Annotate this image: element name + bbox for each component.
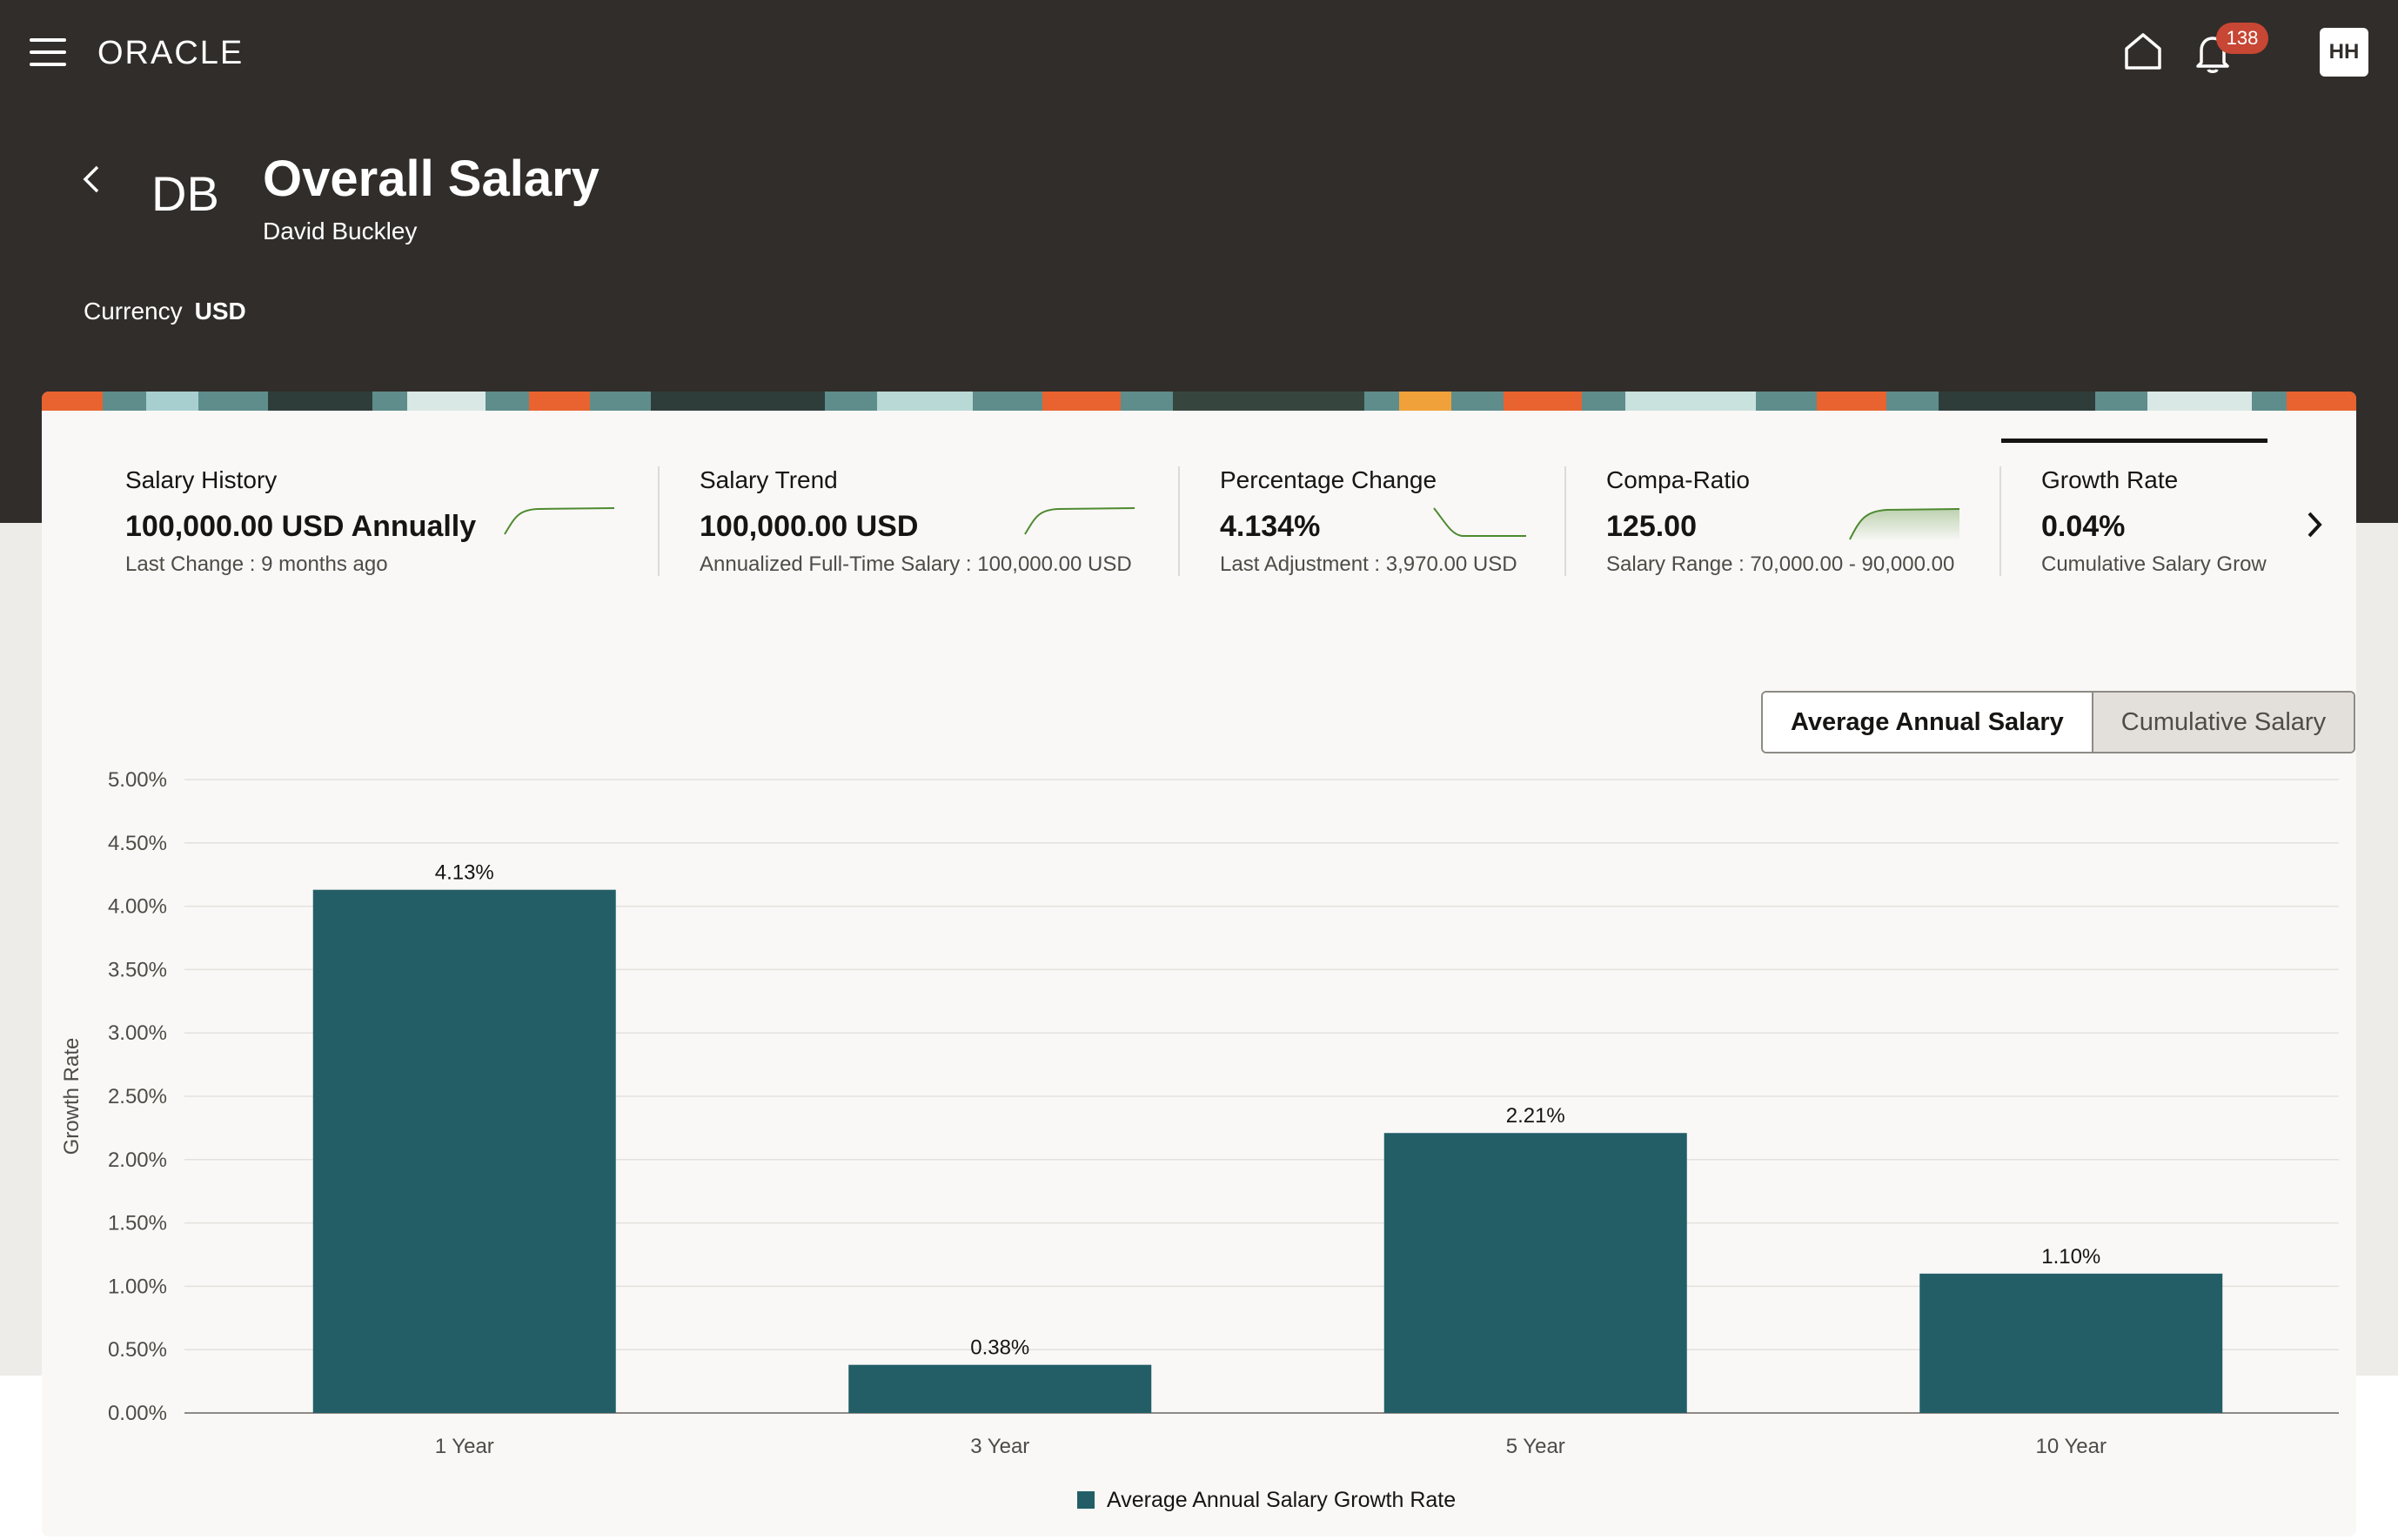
salary-card: Salary History 100,000.00 USD Annually L…: [42, 392, 2356, 1537]
back-icon[interactable]: [77, 162, 108, 197]
currency-value: USD: [194, 298, 246, 325]
sparkline-compa-ratio: [1849, 508, 1960, 541]
metric-subtext: Annualized Full-Time Salary : 100,000.00…: [700, 552, 1132, 576]
y-tick-label: 3.00%: [108, 1021, 167, 1045]
bar: [848, 1364, 1152, 1413]
metric-subtext: Last Adjustment : 3,970.00 USD: [1220, 552, 1517, 576]
y-tick-label: 5.00%: [108, 768, 167, 792]
chevron-right-icon[interactable]: [2301, 506, 2328, 543]
background-right: [2354, 523, 2398, 1376]
x-tick-label: 5 Year: [1506, 1435, 1565, 1458]
decorative-banner: [42, 392, 2356, 411]
notification-badge[interactable]: 138: [2216, 23, 2268, 54]
menu-icon[interactable]: [30, 38, 66, 68]
y-tick-label: 4.50%: [108, 832, 167, 855]
y-tick-label: 2.00%: [108, 1148, 167, 1172]
bar: [1919, 1273, 2223, 1413]
y-tick-label: 3.50%: [108, 958, 167, 981]
metric-title: Salary History: [125, 466, 278, 493]
bar: [1383, 1133, 1687, 1413]
x-tick-label: 3 Year: [970, 1435, 1029, 1458]
metric-title: Salary Trend: [700, 466, 838, 493]
selected-tab-indicator: [2001, 439, 2267, 443]
employee-initials: DB: [151, 166, 219, 221]
metric-value: 100,000.00 USD: [700, 510, 919, 543]
sparkline-percentage-change: [1433, 507, 1526, 537]
currency-display: Currency USD: [84, 298, 246, 325]
x-tick-label: 1 Year: [435, 1435, 494, 1458]
page-title: Overall Salary: [263, 151, 600, 207]
metric-divider: [1564, 466, 1566, 576]
oracle-logo[interactable]: ORACLE: [97, 35, 277, 70]
bar-value-label: 1.10%: [2041, 1245, 2100, 1269]
average-annual-salary-button[interactable]: Average Annual Salary: [1763, 693, 2092, 752]
y-tick-label: 2.50%: [108, 1085, 167, 1108]
y-tick-label: 0.50%: [108, 1338, 167, 1362]
metric-percentage-change[interactable]: Percentage Change 4.134% Last Adjustment…: [1220, 466, 1517, 579]
home-icon[interactable]: [2123, 31, 2163, 71]
currency-label: Currency: [84, 298, 183, 325]
metric-divider: [1999, 466, 2001, 576]
growth-rate-chart: 0.00% 0.50% 1.00% 1.50% 2.00% 2.50% 3.00% 3.50%…: [60, 768, 2339, 1512]
user-avatar[interactable]: HH: [2320, 28, 2368, 77]
oracle-logo-text: ORACLE: [97, 35, 244, 70]
metric-value: 0.04%: [2041, 510, 2126, 543]
legend-swatch: [1077, 1491, 1095, 1509]
background-left: [0, 523, 42, 1376]
employee-name: David Buckley: [263, 218, 418, 244]
metric-compa-ratio[interactable]: Compa-Ratio 125.00 Salary Range : 70,000…: [1606, 466, 1954, 579]
metric-value: 4.134%: [1220, 510, 1321, 543]
sparkline-salary-history: [504, 507, 615, 535]
metric-title: Compa-Ratio: [1606, 466, 1750, 493]
metric-growth-rate[interactable]: Growth Rate 0.04% Cumulative Salary Grow: [2041, 466, 2311, 579]
y-tick-label: 1.50%: [108, 1212, 167, 1235]
bar: [312, 889, 616, 1413]
salary-view-toggle: Average Annual Salary Cumulative Salary: [1761, 691, 2356, 753]
bar-value-label: 0.38%: [970, 1336, 1029, 1360]
metric-value: 100,000.00 USD Annually: [125, 510, 477, 543]
metric-salary-trend[interactable]: Salary Trend 100,000.00 USD Annualized F…: [700, 466, 1132, 579]
metric-divider: [1178, 466, 1180, 576]
sparkline-salary-trend: [1024, 507, 1135, 535]
x-tick-label: 10 Year: [2036, 1435, 2107, 1458]
metric-title: Growth Rate: [2041, 466, 2179, 493]
y-tick-label: 4.00%: [108, 895, 167, 919]
cumulative-salary-button[interactable]: Cumulative Salary: [2091, 693, 2354, 752]
y-tick-label: 0.00%: [108, 1402, 167, 1425]
metric-value: 125.00: [1606, 510, 1697, 543]
bar-value-label: 2.21%: [1506, 1104, 1565, 1128]
y-axis-label: Growth Rate: [60, 1038, 84, 1155]
legend-label: Average Annual Salary Growth Rate: [1107, 1488, 1456, 1512]
metric-salary-history[interactable]: Salary History 100,000.00 USD Annually L…: [125, 466, 476, 579]
metric-subtext: Last Change : 9 months ago: [125, 552, 388, 576]
bar-value-label: 4.13%: [435, 861, 494, 885]
metric-title: Percentage Change: [1220, 466, 1437, 493]
y-tick-label: 1.00%: [108, 1275, 167, 1298]
metric-subtext: Salary Range : 70,000.00 - 90,000.00: [1606, 552, 1955, 576]
metric-divider: [658, 466, 660, 576]
metric-subtext: Cumulative Salary Grow: [2041, 552, 2267, 576]
